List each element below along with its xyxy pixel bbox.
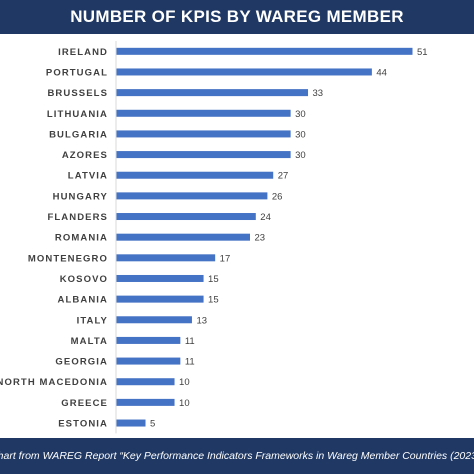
bar	[116, 68, 372, 76]
category-label: HUNGARY	[53, 191, 108, 202]
bar	[116, 233, 250, 241]
data-label: 23	[254, 233, 265, 244]
chart-title-bar: NUMBER OF KPIS BY WAREG MEMBER	[0, 0, 474, 34]
category-label: AZORES	[62, 150, 108, 161]
bar	[116, 274, 204, 282]
bar	[116, 151, 291, 159]
bar	[116, 316, 192, 324]
category-label: LATVIA	[68, 171, 108, 182]
data-label: 17	[220, 253, 231, 264]
category-label: LITHUANIA	[47, 109, 108, 120]
bar	[116, 109, 291, 117]
chart-area: IRELAND 51 PORTUGAL 44 BRUSSELS 33 LITHUANIA 30…	[0, 34, 474, 438]
bar-chart: IRELAND 51 PORTUGAL 44 BRUSSELS 33 LITHUANIA 30…	[0, 41, 428, 434]
bar	[116, 336, 181, 344]
bar	[116, 357, 181, 365]
category-label: MALTA	[71, 336, 108, 347]
data-label: 27	[278, 171, 289, 182]
data-label: 33	[313, 88, 324, 99]
source-note: Chart from WAREG Report “Key Performance…	[0, 450, 474, 462]
category-label: IRELAND	[58, 47, 108, 58]
data-label: 13	[196, 315, 207, 326]
data-label: 5	[150, 419, 155, 430]
category-label: GREECE	[61, 398, 108, 409]
bar	[116, 295, 204, 303]
data-label: 11	[185, 336, 195, 347]
category-label: NORTH MACEDONIA	[0, 377, 108, 388]
bar	[116, 213, 256, 221]
category-label: FLANDERS	[47, 212, 108, 223]
source-footer: Chart from WAREG Report “Key Performance…	[0, 438, 474, 474]
data-label: 26	[272, 191, 283, 202]
category-label: PORTUGAL	[46, 67, 108, 78]
bar	[116, 192, 268, 200]
data-label: 10	[179, 398, 190, 409]
bar	[116, 254, 216, 262]
category-label: BRUSSELS	[47, 88, 108, 99]
bar	[116, 130, 291, 138]
category-label: BULGARIA	[49, 129, 108, 140]
bar	[116, 171, 274, 179]
data-label: 30	[295, 150, 306, 161]
data-label: 24	[260, 212, 271, 223]
data-label: 30	[295, 129, 306, 140]
data-label: 15	[208, 295, 219, 306]
bar	[116, 47, 413, 55]
data-label: 15	[208, 274, 219, 285]
data-label: 51	[417, 47, 428, 58]
category-label: KOSOVO	[60, 274, 108, 285]
data-label: 44	[376, 67, 387, 78]
chart-title: NUMBER OF KPIS BY WAREG MEMBER	[70, 7, 404, 26]
category-label: ALBANIA	[58, 295, 108, 306]
category-label: ITALY	[77, 315, 108, 326]
category-label: GEORGIA	[55, 357, 108, 368]
data-label: 11	[185, 357, 195, 368]
bar	[116, 398, 175, 406]
category-label: ROMANIA	[55, 233, 108, 244]
bar	[116, 419, 146, 427]
bar	[116, 89, 309, 97]
data-label: 10	[179, 377, 190, 388]
bar	[116, 378, 175, 386]
data-label: 30	[295, 109, 306, 120]
category-label: ESTONIA	[58, 419, 108, 430]
category-label: MONTENEGRO	[28, 253, 108, 264]
